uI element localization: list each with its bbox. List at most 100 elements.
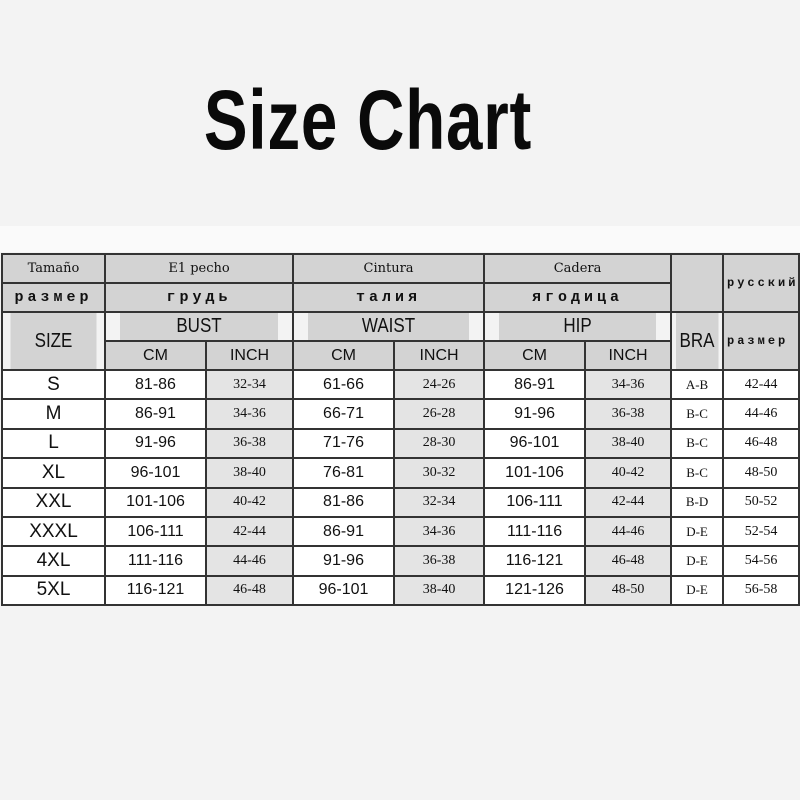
cell-ru: 42-44 [722,368,800,401]
cell-hip-in: 42-44 [584,486,673,518]
cell-bra: A-B [670,368,725,401]
cell-hip-cm: 116-121 [483,545,587,577]
cell-size: XXL [1,486,106,518]
cell-size: L [1,427,106,460]
table-row: S 81-86 32-34 61-66 24-26 86-91 34-36 A-B 42-44 [1,368,800,401]
cell-bust-cm: 96-101 [104,457,207,489]
cell-hip-in: 38-40 [584,427,673,460]
cell-bust-in: 46-48 [204,574,295,607]
header-waist-inch: INCH [393,340,486,371]
header-size-ru: размер [1,282,106,313]
cell-bust-in: 42-44 [204,515,295,548]
cell-waist-cm: 86-91 [292,515,396,548]
cell-waist-in: 32-34 [393,486,486,518]
table-row: XL 96-101 38-40 76-81 30-32 101-106 40-42 B-C 48… [1,457,800,489]
cell-hip-cm: 121-126 [483,574,587,607]
cell-bust-cm: 81-86 [104,368,207,401]
table-row: 4XL 111-116 44-46 91-96 36-38 116-121 46-48 D-E… [1,545,800,577]
cell-waist-cm: 71-76 [292,427,396,460]
cell-bust-cm: 106-111 [104,515,207,548]
cell-bust-cm: 101-106 [104,486,207,518]
header-hip: HIP [497,311,658,342]
page-title: Size Chart [203,73,533,167]
cell-waist-in: 28-30 [393,427,486,460]
cell-bra: B-C [670,457,725,489]
header-bust: BUST [118,311,280,342]
cell-waist-cm: 66-71 [292,398,396,430]
cell-hip-in: 46-48 [584,545,673,577]
table-row: XXXL 106-111 42-44 86-91 34-36 111-116 44-46 D-… [1,515,800,548]
size-chart-table: Tamaño E1 pecho Cintura Cadera русский р… [1,253,800,607]
cell-size: S [1,368,106,401]
cell-hip-cm: 96-101 [483,427,587,460]
cell-bra: D-E [670,574,725,607]
cell-hip-cm: 91-96 [483,398,587,430]
table-row: M 86-91 34-36 66-71 26-28 91-96 36-38 B-C 44-46 [1,398,800,430]
cell-hip-in: 48-50 [584,574,673,607]
table-row: 5XL 116-121 46-48 96-101 38-40 121-126 48-50 D-… [1,574,800,607]
cell-ru: 54-56 [722,545,800,577]
cell-ru: 52-54 [722,515,800,548]
cell-waist-in: 36-38 [393,545,486,577]
cell-waist-cm: 76-81 [292,457,396,489]
header-bust-cm: CM [104,340,207,371]
cell-bust-in: 44-46 [204,545,295,577]
cell-size: 4XL [1,545,106,577]
cell-bra: B-C [670,398,725,430]
cell-bra: D-E [670,515,725,548]
cell-waist-cm: 91-96 [292,545,396,577]
table-row: L 91-96 36-38 71-76 28-30 96-101 38-40 B-C 46-48 [1,427,800,460]
cell-hip-in: 36-38 [584,398,673,430]
header-russian-size: размер [722,311,800,371]
header-waist-cm: CM [292,340,396,371]
cell-hip-in: 44-46 [584,515,673,548]
cell-hip-cm: 101-106 [483,457,587,489]
cell-bust-cm: 111-116 [104,545,207,577]
cell-waist-in: 30-32 [393,457,486,489]
cell-bust-cm: 116-121 [104,574,207,607]
header-empty [670,253,725,313]
cell-hip-cm: 111-116 [483,515,587,548]
cell-hip-in: 34-36 [584,368,673,401]
cell-hip-cm: 106-111 [483,486,587,518]
cell-waist-cm: 61-66 [292,368,396,401]
cell-ru: 46-48 [722,427,800,460]
cell-waist-in: 38-40 [393,574,486,607]
cell-hip-in: 40-42 [584,457,673,489]
cell-bust-in: 36-38 [204,427,295,460]
cell-bust-cm: 91-96 [104,427,207,460]
header-bust-ru: грудь [103,282,295,313]
cell-size: XL [1,457,106,489]
cell-size: XXXL [1,515,106,548]
cell-ru: 44-46 [722,398,800,430]
header-hip-es: Cadera [483,253,673,284]
header-russian: русский [722,253,800,313]
cell-waist-in: 34-36 [393,515,486,548]
header-hip-inch: INCH [584,340,673,371]
cell-bra: B-C [670,427,725,460]
table-row: XXL 101-106 40-42 81-86 32-34 106-111 42-44 B-D… [1,486,800,518]
cell-bra: B-D [670,486,725,518]
header-waist: WAIST [306,311,471,342]
cell-bust-in: 38-40 [204,457,295,489]
cell-ru: 56-58 [722,574,800,607]
header-waist-ru: талия [292,282,486,313]
divider-strip [0,226,800,252]
cell-waist-cm: 96-101 [292,574,396,607]
cell-size: 5XL [1,574,106,607]
header-bust-inch: INCH [204,340,295,371]
header-bra: BRA [674,311,720,371]
header-size-es: Tamaño [1,253,106,284]
header-size: SIZE [8,311,99,371]
header-waist-es: Cintura [292,253,486,284]
cell-bust-in: 40-42 [204,486,295,518]
cell-bust-in: 32-34 [204,368,295,401]
header-hip-cm: CM [483,340,587,371]
cell-waist-in: 24-26 [393,368,486,401]
cell-bust-in: 34-36 [204,398,295,430]
cell-bra: D-E [670,545,725,577]
cell-hip-cm: 86-91 [483,368,587,401]
cell-ru: 50-52 [722,486,800,518]
cell-waist-in: 26-28 [393,398,486,430]
cell-bust-cm: 86-91 [104,398,207,430]
